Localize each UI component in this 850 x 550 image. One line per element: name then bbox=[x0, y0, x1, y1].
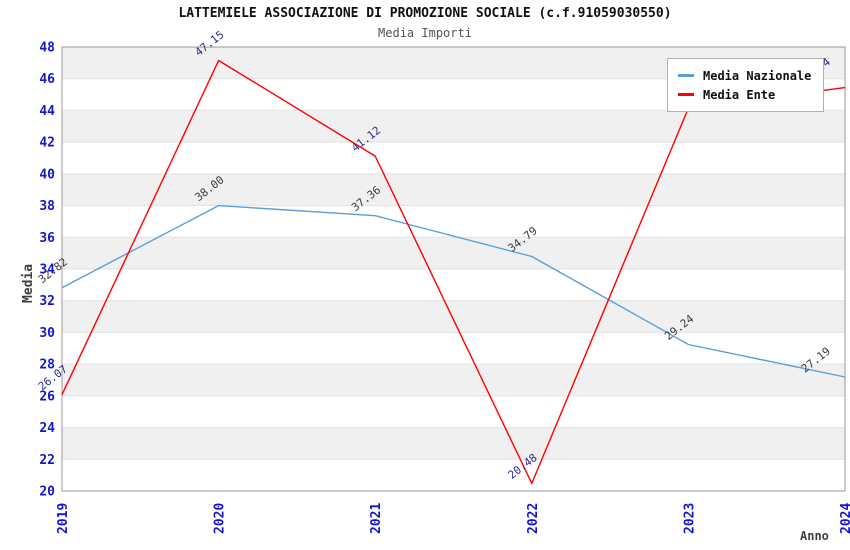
y-tick-label: 48 bbox=[39, 41, 55, 56]
plot-band bbox=[62, 110, 845, 143]
legend-line-swatch-red bbox=[678, 93, 694, 96]
chart-subtitle: Media Importi bbox=[378, 26, 472, 40]
y-tick-label: 44 bbox=[39, 104, 55, 119]
y-tick-label: 46 bbox=[39, 72, 55, 87]
y-tick-label: 34 bbox=[39, 263, 55, 278]
legend-line-swatch-blue bbox=[678, 74, 694, 77]
y-tick-label: 28 bbox=[39, 358, 55, 373]
plot-frame bbox=[61, 46, 846, 492]
plot-band bbox=[62, 427, 845, 460]
plot-band bbox=[62, 395, 845, 428]
x-tick-label: 2019 bbox=[56, 503, 71, 534]
y-tick-label: 32 bbox=[39, 294, 55, 309]
y-tick-label: 20 bbox=[39, 485, 55, 500]
y-tick-label: 42 bbox=[39, 136, 55, 151]
plot-band bbox=[62, 205, 845, 238]
x-tick-label: 2022 bbox=[526, 503, 541, 534]
y-tick-label: 38 bbox=[39, 199, 55, 214]
x-tick-label: 2020 bbox=[213, 503, 228, 534]
y-axis-title: Media bbox=[21, 264, 36, 303]
plot-band bbox=[62, 173, 845, 206]
y-tick-label: 24 bbox=[39, 421, 55, 436]
legend-label-media-nazionale: Media Nazionale bbox=[703, 68, 812, 83]
legend-item-media-ente: Media Ente bbox=[678, 85, 811, 104]
y-tick-label: 40 bbox=[39, 167, 55, 182]
plot-band bbox=[62, 237, 845, 269]
plot-band bbox=[62, 269, 845, 301]
y-tick-label: 26 bbox=[39, 389, 55, 404]
chart-title: LATTEMIELE ASSOCIAZIONE DI PROMOZIONE SO… bbox=[178, 6, 672, 21]
plot-band bbox=[62, 364, 845, 396]
legend-label-media-ente: Media Ente bbox=[703, 87, 776, 102]
plot-band bbox=[62, 300, 845, 333]
plot-band bbox=[62, 459, 845, 491]
plot-band bbox=[62, 142, 845, 174]
series-line-media-nazionale bbox=[61, 204, 846, 378]
y-tick-label: 22 bbox=[39, 453, 55, 468]
chart-legend: Media Nazionale Media Ente bbox=[667, 58, 825, 112]
y-tick-label: 30 bbox=[39, 326, 55, 341]
legend-item-media-nazionale: Media Nazionale bbox=[678, 66, 811, 85]
x-tick-label: 2021 bbox=[369, 503, 384, 534]
x-tick-label: 2024 bbox=[839, 503, 850, 534]
x-tick-label: 2023 bbox=[682, 503, 697, 534]
plot-band bbox=[62, 332, 845, 365]
y-tick-label: 36 bbox=[39, 231, 55, 246]
x-axis-title: Anno bbox=[800, 529, 829, 543]
